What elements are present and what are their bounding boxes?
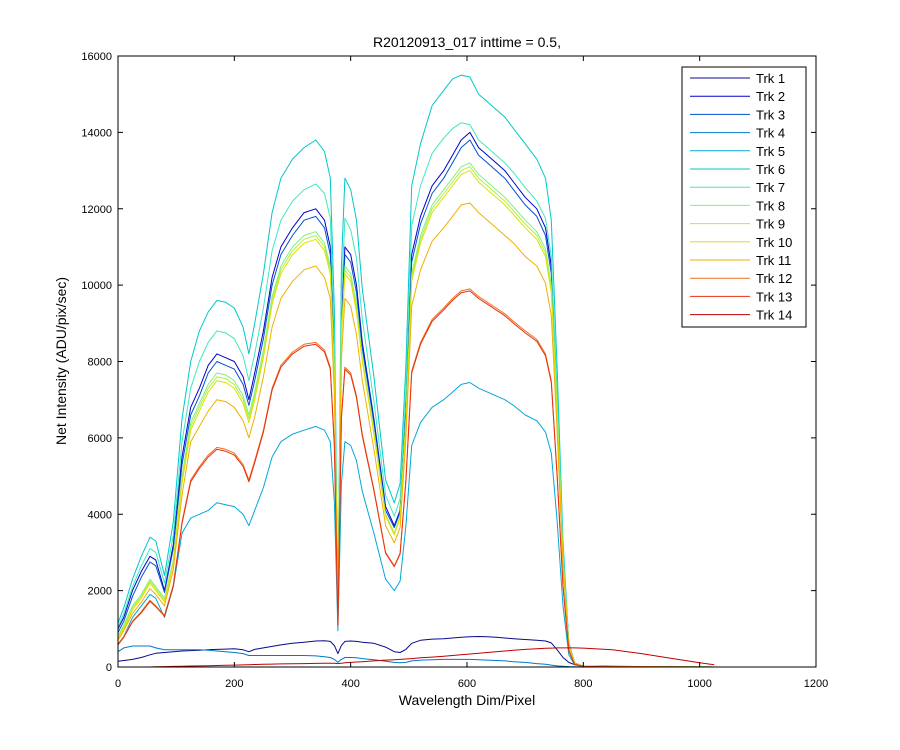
legend-label-11: Trk 11	[756, 253, 791, 268]
legend-label-7: Trk 7	[756, 180, 785, 195]
legend-label-12: Trk 12	[756, 271, 792, 286]
x-tick-label: 800	[574, 678, 592, 690]
series-line-4	[117, 645, 715, 668]
y-tick-label: 0	[106, 662, 112, 674]
y-axis-label: Net Intensity (ADU/pix/sec)	[53, 277, 69, 445]
series-line-11	[117, 202, 715, 668]
series-line-7	[117, 122, 715, 668]
x-tick-label: 200	[225, 678, 243, 690]
x-tick-label: 1200	[804, 678, 828, 690]
series-line-10	[117, 170, 715, 668]
x-tick-label: 1000	[687, 678, 711, 690]
legend-label-13: Trk 13	[756, 289, 792, 304]
chart-title: R20120913_017 inttime = 0.5,	[373, 34, 561, 50]
series-line-13	[117, 290, 715, 668]
legend-label-1: Trk 1	[756, 71, 785, 86]
y-tick-label: 12000	[81, 204, 112, 216]
legend-label-14: Trk 14	[756, 308, 792, 323]
legend-label-8: Trk 8	[756, 198, 785, 213]
x-tick-label: 600	[458, 678, 476, 690]
y-tick-label: 2000	[88, 586, 112, 598]
x-tick-label: 400	[341, 678, 359, 690]
legend-label-10: Trk 10	[756, 235, 792, 250]
legend-label-4: Trk 4	[756, 126, 785, 141]
series-line-6	[117, 74, 715, 668]
legend-label-5: Trk 5	[756, 144, 785, 159]
y-tick-label: 6000	[88, 433, 112, 445]
legend-label-3: Trk 3	[756, 107, 785, 122]
ticks-layer: 0 200 400 600 800 1000 12000200040006000800010…	[81, 51, 828, 690]
x-tick-label: 0	[115, 678, 121, 690]
y-tick-label: 4000	[88, 509, 112, 521]
plot-frame	[117, 55, 817, 668]
x-axis-label: Wavelength Dim/Pixel	[399, 692, 535, 708]
series-line-3	[117, 139, 715, 668]
y-tick-label: 14000	[81, 127, 112, 139]
y-tick-label: 10000	[81, 280, 112, 292]
series-line-14	[118, 647, 715, 668]
series-line-5	[117, 382, 715, 668]
legend: Trk 1 Trk 2 Trk 3 Trk 4 Trk 5 Trk 6 Trk 7 Trk 8…	[681, 66, 807, 328]
legend-label-9: Trk 9	[756, 217, 785, 232]
legend-label-6: Trk 6	[756, 162, 785, 177]
series-line-2	[117, 131, 715, 668]
y-tick-label: 8000	[88, 357, 112, 369]
series-layer	[117, 74, 715, 668]
legend-box	[681, 66, 807, 328]
y-tick-label: 16000	[81, 51, 112, 63]
legend-label-2: Trk 2	[756, 89, 785, 104]
